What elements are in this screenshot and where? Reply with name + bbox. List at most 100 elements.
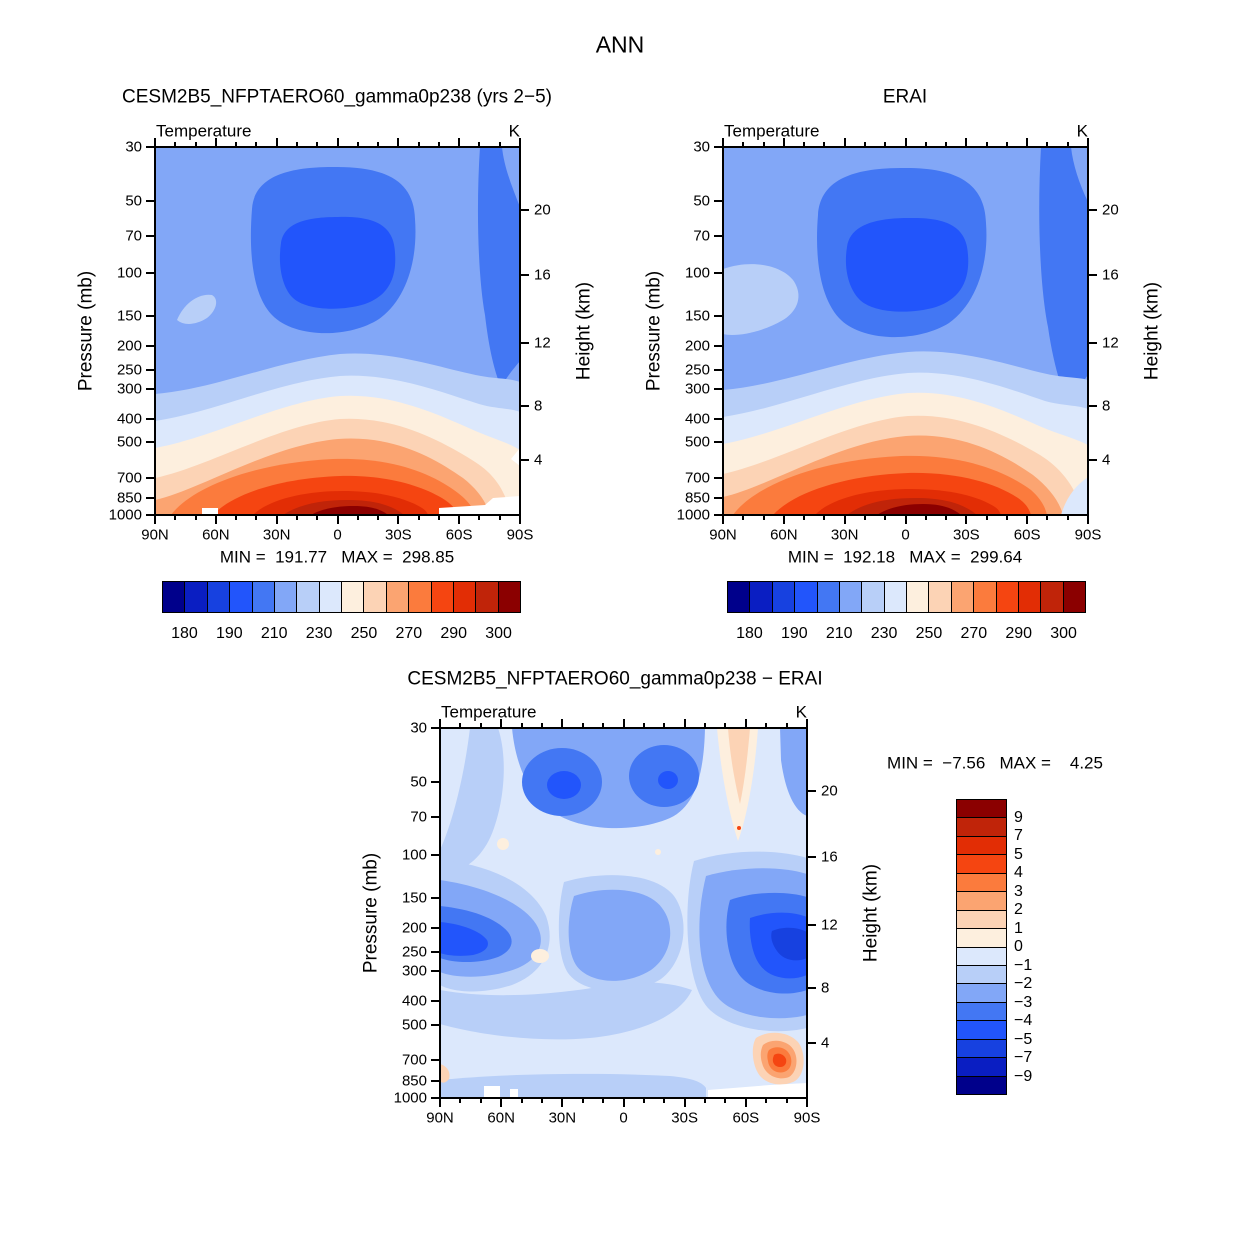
- colorbar-tick-label: 230: [305, 625, 333, 642]
- colorbar-cell: [957, 984, 1006, 1003]
- axis-tick: [336, 138, 339, 147]
- axis-tick: [540, 1098, 543, 1103]
- axis-tick: [1005, 142, 1008, 147]
- pressure-tick-label: 700: [401, 1051, 427, 1069]
- axis-tick: [1087, 515, 1089, 524]
- axis-tick: [146, 476, 155, 479]
- colorbar-cell: [728, 582, 751, 612]
- axis-tick: [498, 515, 501, 520]
- axis-tick: [1066, 142, 1069, 147]
- colorbar-cell: [207, 582, 231, 612]
- pressure-tick-label: 850: [116, 489, 142, 507]
- axis-tick: [154, 515, 156, 524]
- pressure-tick-label: 200: [684, 337, 710, 355]
- pressure-axis-title-model: Pressure (mb): [75, 270, 97, 392]
- axis-tick: [431, 727, 440, 729]
- axis-tick: [431, 854, 440, 857]
- colorbar-tick-label: 3: [1014, 882, 1023, 900]
- axis-tick: [744, 1098, 747, 1107]
- colorbar-erai: [727, 581, 1086, 613]
- axis-tick: [704, 723, 707, 728]
- axis-tick: [945, 142, 948, 147]
- pressure-tick-label: 700: [116, 469, 142, 487]
- pressure-tick-label: 700: [684, 469, 710, 487]
- height-tick-label: 16: [534, 266, 551, 284]
- axis-tick: [724, 723, 727, 728]
- colorbar-tick-label: 1: [1014, 919, 1023, 937]
- axis-tick: [807, 924, 816, 927]
- axis-tick: [439, 1098, 441, 1107]
- pressure-tick-label: 30: [125, 138, 142, 156]
- axis-tick: [1088, 405, 1097, 408]
- pressure-tick-label: 100: [116, 264, 142, 282]
- axis-tick: [884, 142, 887, 147]
- axis-tick: [479, 1098, 482, 1103]
- axis-tick: [146, 234, 155, 237]
- lat-tick-label: 30S: [671, 1109, 699, 1127]
- colorbar-tick-label: 9: [1014, 808, 1023, 826]
- axis-tick: [1088, 342, 1097, 345]
- contour-plot-erai: [722, 146, 1089, 516]
- colorbar-cell: [1018, 582, 1042, 612]
- colorbar-difference: [956, 799, 1007, 1095]
- axis-tick: [663, 1098, 666, 1103]
- colorbar-tick-label: 210: [825, 625, 853, 642]
- axis-tick: [904, 138, 907, 147]
- colorbar-tick-label: 180: [171, 625, 198, 642]
- lat-tick-label: 90S: [1074, 526, 1102, 544]
- axis-tick: [336, 515, 339, 524]
- figure-title: ANN: [595, 31, 645, 58]
- colorbar-cell: [431, 582, 454, 612]
- axis-tick: [683, 1098, 686, 1107]
- axis-tick: [561, 1098, 564, 1107]
- height-tick-label: 4: [1102, 451, 1111, 469]
- height-tick-label: 20: [1102, 201, 1119, 219]
- colorbar-model: [162, 581, 521, 613]
- pressure-tick-label: 200: [116, 337, 142, 355]
- pressure-tick-label: 100: [684, 264, 710, 282]
- colorbar-cell: [817, 582, 840, 612]
- axis-tick: [146, 514, 155, 516]
- axis-tick: [714, 146, 723, 148]
- axis-tick: [807, 1041, 816, 1044]
- axis-tick: [714, 496, 723, 499]
- axis-tick: [478, 142, 481, 147]
- colorbar-tick-label: 250: [915, 625, 943, 642]
- colorbar-cell: [409, 582, 432, 612]
- axis-tick: [1026, 515, 1029, 524]
- colorbar-tick-label: −7: [1014, 1049, 1033, 1066]
- axis-tick: [985, 142, 988, 147]
- colorbar-cell: [297, 582, 320, 612]
- axis-tick: [742, 515, 745, 520]
- axis-tick: [146, 417, 155, 420]
- height-tick-label: 4: [534, 451, 543, 469]
- axis-tick: [295, 142, 298, 147]
- colorbar-cell: [957, 1002, 1006, 1022]
- colorbar-tick-label: −1: [1014, 956, 1033, 974]
- colorbar-cell: [1041, 582, 1064, 612]
- colorbar-cell: [342, 582, 365, 612]
- erai-contour-fills: [723, 147, 1088, 515]
- colorbar-tick-label: 190: [780, 625, 808, 642]
- axis-tick: [295, 515, 298, 520]
- colorbar-cell: [386, 582, 410, 612]
- axis-tick: [843, 515, 846, 524]
- axis-tick: [146, 199, 155, 202]
- pressure-tick-label: 250: [116, 361, 142, 378]
- axis-tick: [782, 515, 785, 524]
- axis-tick: [924, 515, 927, 520]
- axis-tick: [863, 142, 866, 147]
- axis-tick: [1088, 459, 1097, 462]
- axis-tick: [704, 1098, 707, 1103]
- axis-tick: [146, 345, 155, 348]
- colorbar-tick-label: 190: [215, 625, 243, 642]
- axis-tick: [255, 515, 258, 520]
- lat-tick-label: 60S: [1013, 526, 1041, 544]
- colorbar-tick-label: 210: [260, 625, 288, 642]
- axis-tick: [807, 987, 816, 990]
- colorbar-cell: [957, 800, 1006, 819]
- axis-tick: [642, 723, 645, 728]
- height-tick-label: 16: [1102, 266, 1119, 284]
- axis-tick: [843, 138, 846, 147]
- height-tick-label: 4: [821, 1034, 830, 1052]
